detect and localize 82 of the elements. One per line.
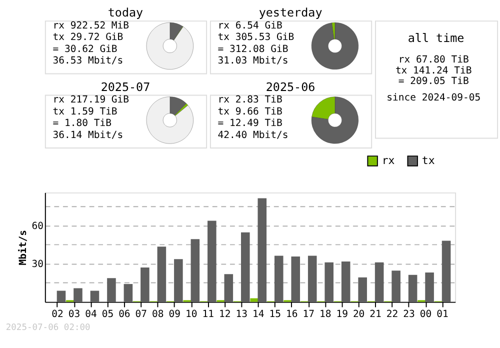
bar [341, 262, 350, 302]
x-tick-label: 22 [386, 308, 398, 320]
x-tick-label: 14 [252, 308, 264, 320]
y-tick-label: 30 [32, 259, 44, 270]
bar [308, 256, 317, 302]
x-tick-label: 13 [236, 308, 248, 320]
text: all time [408, 31, 464, 46]
text: tx 141.24 TiB [395, 65, 472, 76]
chart-title: yesterday [258, 6, 322, 20]
x-tick-label: 02 [52, 308, 64, 320]
x-tick-label: 03 [68, 308, 80, 320]
x-tick-label: 08 [152, 308, 164, 320]
bar [157, 246, 166, 302]
text: = 209.05 TiB [398, 76, 469, 88]
text: tx 305.53 GiB [218, 32, 294, 44]
bar [241, 232, 250, 302]
x-tick-label: 06 [118, 308, 130, 320]
x-tick-label: 05 [102, 308, 114, 320]
bar [324, 262, 334, 302]
donut-slice [146, 96, 194, 144]
bar [442, 240, 451, 302]
bar [291, 256, 300, 302]
legend-label: tx [422, 154, 436, 167]
x-tick-label: 19 [336, 308, 348, 320]
text: = 312.08 GiB [218, 44, 288, 55]
bar [358, 277, 367, 302]
bar [392, 270, 400, 302]
bar [56, 290, 66, 302]
bar [74, 288, 82, 302]
bar [224, 274, 234, 302]
text: rx 67.80 TiB [398, 54, 469, 66]
x-tick-label: 21 [370, 308, 382, 320]
x-tick-label: 17 [302, 308, 315, 320]
legend-label: rx [382, 154, 396, 167]
chart-title: today [108, 6, 144, 20]
x-tick-label: 15 [269, 308, 282, 320]
chart-title: 2025-07 [100, 80, 150, 94]
text: rx 2.83 TiB [218, 94, 282, 106]
text: 36.53 Mbit/s [52, 56, 124, 67]
bar [258, 198, 267, 302]
y-axis-title: Mbit/s [18, 230, 29, 266]
text: 36.14 Mbit/s [52, 130, 124, 141]
bar [140, 267, 150, 302]
bar [107, 278, 116, 302]
x-tick-label: 00 [420, 308, 432, 320]
x-tick-label: 11 [202, 308, 214, 320]
bar [90, 290, 100, 302]
bar [408, 274, 418, 302]
bar [208, 220, 216, 302]
x-tick-label: 09 [168, 308, 181, 320]
bar [174, 259, 183, 302]
y-tick-label: 60 [32, 220, 44, 232]
x-tick-label: 12 [219, 308, 231, 320]
text: = 30.62 GiB [52, 44, 118, 55]
x-tick-label: 04 [85, 308, 97, 320]
x-tick-label: 10 [186, 308, 198, 320]
text: = 1.80 TiB [52, 118, 112, 130]
x-tick-label: 18 [319, 308, 332, 320]
bar [374, 262, 384, 302]
text: tx 1.59 TiB [52, 106, 118, 118]
donut-slice [311, 22, 358, 70]
x-tick-label: 07 [135, 308, 148, 320]
text: since 2024-09-05 [386, 92, 481, 104]
text: rx 6.54 GiB [218, 20, 282, 32]
x-tick-label: 16 [286, 308, 298, 320]
bar [124, 284, 133, 302]
text: rx 922.52 MiB [52, 20, 130, 32]
donut-slice [146, 22, 194, 70]
text: tx 9.66 TiB [218, 106, 282, 118]
bar [425, 272, 434, 302]
chart-title: 2025-06 [266, 80, 316, 94]
text: rx 217.19 GiB [52, 94, 130, 106]
text: 31.03 Mbit/s [218, 56, 288, 67]
bar [190, 239, 200, 302]
x-tick-label: 20 [352, 308, 365, 320]
x-tick-label: 01 [436, 308, 449, 320]
donut-slice [311, 96, 358, 144]
text: tx 29.72 GiB [52, 32, 124, 44]
text: = 12.49 TiB [218, 118, 282, 130]
x-tick-label: 23 [403, 308, 416, 320]
bar [274, 256, 284, 302]
text: 42.40 Mbit/s [218, 130, 288, 141]
